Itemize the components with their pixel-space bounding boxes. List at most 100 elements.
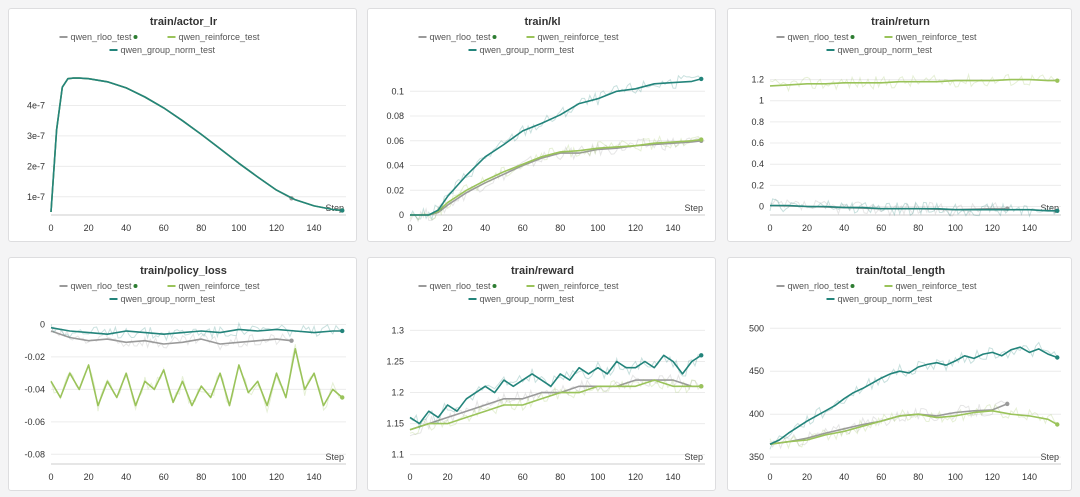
legend-dot [850,284,855,288]
chart-svg: train/actor_lr qwen_rloo_test qwen_reinfor… [27,16,346,233]
x-tick-label: 40 [480,223,490,233]
x-axis-label: Step [684,452,703,462]
x-tick-label: 0 [767,223,772,233]
x-tick-label: 80 [196,472,206,482]
x-axis-label: Step [1040,452,1059,462]
x-tick-label: 20 [443,472,453,482]
legend-label: qwen_group_norm_test [121,45,216,55]
chart-title: train/total_length [856,265,946,277]
series-raw-reinforce [50,344,343,414]
series-endpoint-reinforce [699,384,704,389]
legend-item-rloo[interactable]: qwen_rloo_test [59,32,138,42]
legend-item-reinforce[interactable]: qwen_reinforce_test [526,32,620,42]
legend-label: qwen_rloo_test [430,281,492,291]
legend-item-group[interactable]: qwen_group_norm_test [826,294,933,304]
series-line-group[interactable] [770,204,1058,212]
x-tick-label: 60 [159,472,169,482]
legend-item-group[interactable]: qwen_group_norm_test [826,45,933,55]
chart-panel-4: train/policy_loss qwen_rloo_test qwen_rein… [8,257,357,491]
series-raw-rloo [50,77,292,213]
x-tick-label: 20 [84,472,94,482]
chart-panel-5: train/reward qwen_rloo_test qwen_reinforce… [367,257,716,491]
series-line-group[interactable] [409,354,702,425]
x-tick-label: 40 [839,223,849,233]
chart-title: train/actor_lr [150,16,218,28]
series-line-reinforce[interactable] [769,410,1058,445]
x-tick-label: 100 [948,472,963,482]
series-line-reinforce[interactable] [50,77,343,213]
legend-item-reinforce[interactable]: qwen_reinforce_test [884,281,978,291]
x-tick-label: 140 [666,223,681,233]
series-raw-group [409,74,702,221]
y-tick-label: 500 [749,323,764,333]
chart-title: train/return [871,16,930,28]
x-tick-label: 60 [518,472,528,482]
legend-item-reinforce[interactable]: qwen_reinforce_test [526,281,620,291]
series-line-rloo[interactable] [50,77,292,213]
y-tick-label: -0.02 [24,352,45,362]
x-tick-label: 80 [555,223,565,233]
chart-svg: train/return qwen_rloo_test qwen_reinforce… [751,16,1061,233]
x-tick-label: 80 [196,223,206,233]
x-tick-label: 140 [1022,223,1037,233]
y-tick-label: 0.1 [391,86,404,96]
series-line-reinforce[interactable] [410,138,702,216]
legend-item-group[interactable]: qwen_group_norm_test [109,294,216,304]
series-raw-rloo [409,137,702,223]
series-line-group[interactable] [410,78,702,216]
legend-item-rloo[interactable]: qwen_rloo_test [418,32,497,42]
series-raw-rloo [409,373,702,437]
y-tick-label: 400 [749,409,764,419]
legend-item-reinforce[interactable]: qwen_reinforce_test [884,32,978,42]
x-tick-label: 40 [839,472,849,482]
legend-label: qwen_group_norm_test [838,294,933,304]
series-raw-group [769,198,1058,218]
x-tick-label: 100 [231,472,246,482]
legend-item-rloo[interactable]: qwen_rloo_test [59,281,138,291]
series-line-rloo[interactable] [50,330,292,345]
x-axis-label: Step [325,203,344,213]
series-raw-reinforce [409,377,702,436]
series-endpoint-reinforce [699,137,704,142]
y-tick-label: 1.25 [386,356,404,366]
legend-item-group[interactable]: qwen_group_norm_test [468,294,575,304]
series-line-reinforce[interactable] [769,78,1058,87]
x-axis-label: Step [325,452,344,462]
x-tick-label: 120 [985,472,1000,482]
legend-item-group[interactable]: qwen_group_norm_test [468,45,575,55]
legend-item-rloo[interactable]: qwen_rloo_test [776,281,855,291]
series-line-group[interactable] [769,346,1058,445]
y-tick-label: -0.08 [24,449,45,459]
series-line-group[interactable] [50,77,343,213]
series-endpoint-reinforce [340,395,345,400]
x-tick-label: 120 [269,472,284,482]
legend-dot [133,284,138,288]
series-raw-group [409,354,702,430]
y-tick-label: 350 [749,452,764,462]
series-endpoint-reinforce [1055,78,1060,83]
legend-dot [850,35,855,39]
y-tick-label: 0.2 [751,180,764,190]
chart-svg: train/reward qwen_rloo_test qwen_reinforce… [386,265,705,482]
x-tick-label: 20 [802,472,812,482]
chart-svg: train/kl qwen_rloo_test qwen_reinforce_tes… [386,16,705,233]
x-tick-label: 120 [628,472,643,482]
legend-label: qwen_rloo_test [430,32,492,42]
series-line-group[interactable] [50,326,343,335]
series-line-rloo[interactable] [410,140,702,216]
legend-item-reinforce[interactable]: qwen_reinforce_test [167,281,261,291]
x-axis-label: Step [684,203,703,213]
series-raw-reinforce [769,72,1058,93]
series-line-reinforce[interactable] [50,348,343,407]
legend-item-rloo[interactable]: qwen_rloo_test [418,281,497,291]
chart-panel-1: train/actor_lr qwen_rloo_test qwen_reinfor… [8,8,357,242]
y-tick-label: 0.4 [751,159,764,169]
x-tick-label: 80 [555,472,565,482]
legend-item-reinforce[interactable]: qwen_reinforce_test [167,32,261,42]
x-axis-label: Step [1040,203,1059,213]
series-endpoint-group [699,76,704,82]
y-tick-label: -0.06 [24,417,45,427]
legend-item-group[interactable]: qwen_group_norm_test [109,45,216,55]
legend-item-rloo[interactable]: qwen_rloo_test [776,32,855,42]
series-line-reinforce[interactable] [409,379,702,431]
